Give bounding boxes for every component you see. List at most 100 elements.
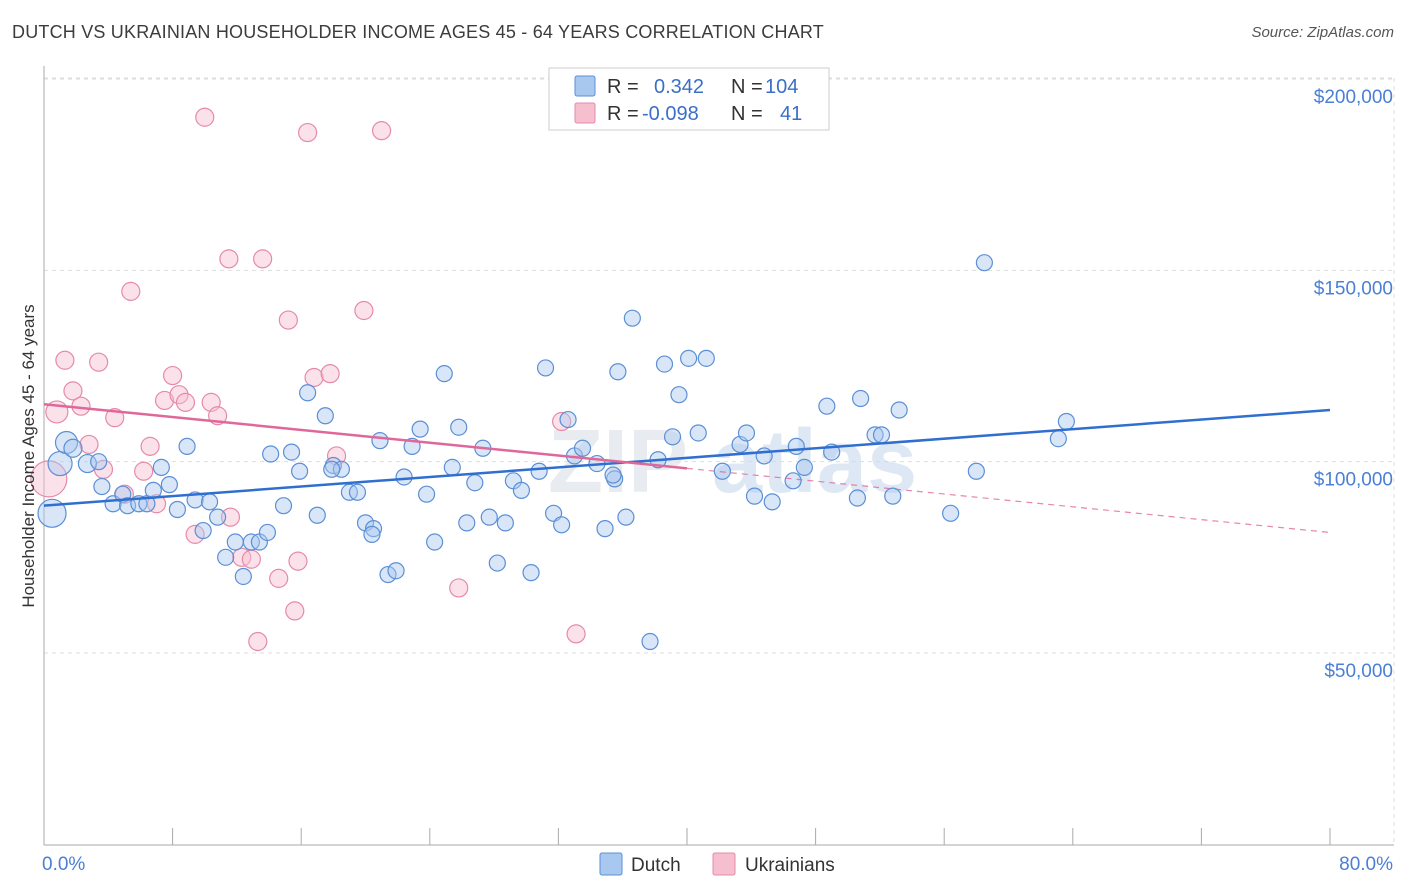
dutch-point-73 [641, 632, 659, 651]
dutch-point-15 [168, 500, 187, 519]
dutch-point-99 [967, 462, 985, 480]
dutch-point-41 [379, 565, 397, 584]
series-legend-label-dutch: Dutch [631, 855, 681, 876]
ukrainians-point-5 [79, 434, 99, 455]
chart-source: Source: ZipAtlas.com [1251, 24, 1394, 41]
dutch-point-50 [450, 418, 468, 436]
ukrainians-point-32 [298, 122, 318, 143]
dutch-point-86 [763, 493, 781, 511]
series-legend-swatch-ukrainians [712, 852, 736, 876]
dutch-point-14 [160, 476, 178, 494]
legend-swatch-dutch [574, 75, 596, 97]
ukrainians-point-31 [288, 551, 308, 571]
x-tick-label-0: 0.0% [42, 854, 85, 875]
dutch-point-18 [200, 493, 219, 511]
legend-r-label-dutch: R = [607, 76, 639, 98]
legend-n-label-ukrainians: N = [731, 103, 763, 125]
dutch-point-6 [93, 477, 111, 496]
x-tick-labels: 0.0% 80.0% [42, 854, 1393, 875]
dutch-point-31 [299, 384, 317, 402]
dutch-point-105 [604, 466, 622, 484]
dutch-point-45 [411, 420, 429, 438]
dutch-point-102 [1057, 412, 1075, 431]
dutch-point-27 [262, 445, 280, 463]
ukrainians-point-38 [449, 578, 469, 598]
legend-r-label-ukrainians: R = [607, 103, 639, 125]
dutch-point-33 [316, 407, 334, 425]
dutch-point-90 [818, 397, 836, 415]
ukrainians-point-24 [232, 547, 252, 567]
dutch-point-77 [670, 386, 688, 404]
dutch-point-16 [178, 437, 196, 455]
dutch-point-70 [609, 363, 627, 381]
dutch-point-96 [884, 487, 902, 505]
y-tick-label-3: $200,000 [1314, 87, 1393, 108]
series-legend-label-ukrainians: Ukrainians [745, 855, 835, 876]
dutch-point-75 [655, 355, 674, 373]
dutch-point-95 [872, 426, 891, 444]
dutch-point-51 [458, 514, 476, 532]
series-legend-swatch-dutch [599, 852, 623, 876]
dutch-trend-line [43, 408, 1331, 507]
stats-legend: R = 0.342 N = 104 R = -0.098 N = 41 [548, 67, 830, 131]
dutch-point-40 [371, 432, 389, 450]
ukrainians-point-15 [163, 365, 183, 386]
ukrainians-point-22 [220, 507, 241, 527]
legend-n-label-dutch: N = [731, 76, 763, 98]
dutch-point-30 [290, 462, 309, 480]
ukrainians-point-8 [105, 408, 125, 428]
dutch-point-35 [332, 460, 350, 478]
legend-r-value-dutch: 0.342 [654, 76, 704, 98]
watermark: ZIP atlas [548, 412, 917, 512]
ukrainians-point-36 [354, 300, 374, 321]
dutch-point-83 [737, 424, 756, 442]
ukrainians-trend-line-dashed [686, 467, 1331, 534]
axes [43, 66, 1394, 846]
y-tick-label-2: $150,000 [1314, 278, 1393, 299]
dutch-point-47 [426, 533, 444, 551]
ukrainians-point-3 [63, 381, 83, 401]
series-legend: Dutch Ukrainians [599, 852, 835, 876]
dutch-point-80 [697, 349, 715, 367]
dutch-point-87 [784, 472, 802, 490]
dutch-point-92 [848, 489, 866, 507]
dutch-point-72 [623, 309, 641, 327]
legend-n-value-dutch: 104 [765, 76, 798, 98]
dutch-point-32 [308, 506, 326, 524]
dutch-point-66 [573, 439, 592, 457]
dutch-point-46 [417, 485, 436, 503]
ukrainians-point-34 [320, 364, 340, 384]
dutch-point-71 [617, 508, 635, 526]
dutch-point-85 [755, 447, 773, 465]
dutch-point-103 [363, 525, 381, 543]
dutch-point-20 [209, 508, 227, 526]
dutch-point-84 [745, 487, 764, 505]
stats-legend-box [548, 67, 830, 131]
dutch-point-19 [194, 521, 212, 540]
dutch-point-64 [559, 410, 577, 429]
dutch-point-101 [1049, 430, 1067, 448]
ukrainians-point-13 [146, 494, 167, 514]
dutch-point-49 [443, 458, 461, 477]
ukrainians-point-16 [169, 385, 189, 405]
ukrainians-point-30 [285, 601, 305, 621]
ukrainians-point-11 [134, 461, 154, 481]
ukrainians-point-33 [304, 367, 324, 388]
ukrainians-trend-line [43, 403, 688, 470]
dutch-point-104 [323, 460, 341, 478]
ukrainians-point-37 [371, 121, 392, 141]
dutch-point-43 [395, 468, 413, 486]
x-tick-label-1: 80.0% [1339, 854, 1393, 875]
dutch-point-93 [852, 389, 870, 408]
ukrainians-point-17 [175, 392, 196, 412]
ukrainians-point-26 [248, 631, 268, 652]
dutch-point-88 [787, 437, 805, 455]
dutch-point-100 [975, 254, 993, 272]
dutch-point-26 [258, 523, 277, 542]
dutch-point-37 [348, 483, 367, 501]
chart-title: DUTCH VS UKRAINIAN HOUSEHOLDER INCOME AG… [12, 22, 824, 42]
ukrainians-point-12 [140, 436, 160, 456]
ukrainians-point-27 [253, 249, 273, 269]
ukrainians-point-6 [89, 352, 109, 372]
ukrainians-point-25 [241, 549, 261, 569]
